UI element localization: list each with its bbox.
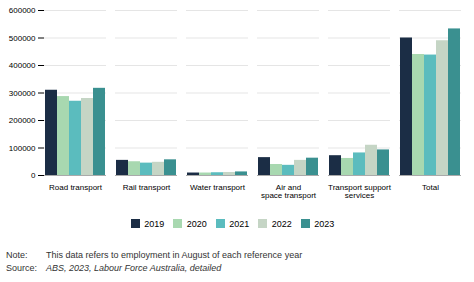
- svg-text:0: 0: [31, 171, 36, 180]
- svg-text:Rail transport: Rail transport: [123, 183, 171, 192]
- html-text:Note:: Note:: [6, 249, 28, 260]
- svg-text:600000: 600000: [9, 6, 36, 15]
- svg-text:300000: 300000: [9, 89, 36, 98]
- svg-text:100000: 100000: [9, 144, 36, 153]
- html-text:2022: 2022: [271, 218, 292, 229]
- svg-text:400000: 400000: [9, 61, 36, 70]
- html-text:This data refers to employment: This data refers to employment in August…: [46, 249, 303, 260]
- svg-text:200000: 200000: [9, 116, 36, 125]
- html-text:2021: 2021: [229, 218, 250, 229]
- html-text:2019: 2019: [144, 218, 165, 229]
- html-text:ABS, 2023, Labour Force Austra: ABS, 2023, Labour Force Australia, detai…: [46, 262, 222, 273]
- svg-text:Total: Total: [422, 183, 439, 192]
- html-text:Source:: Source:: [6, 262, 37, 273]
- svg-text:Water transport: Water transport: [190, 183, 246, 192]
- svg-text:Transport supportservices: Transport supportservices: [328, 183, 392, 200]
- html-text:2020: 2020: [186, 218, 207, 229]
- svg-text:Road transport: Road transport: [49, 183, 103, 192]
- html-text:2023: 2023: [314, 218, 335, 229]
- svg-text:Air andspace transport: Air andspace transport: [261, 183, 317, 200]
- svg-text:500000: 500000: [9, 34, 36, 43]
